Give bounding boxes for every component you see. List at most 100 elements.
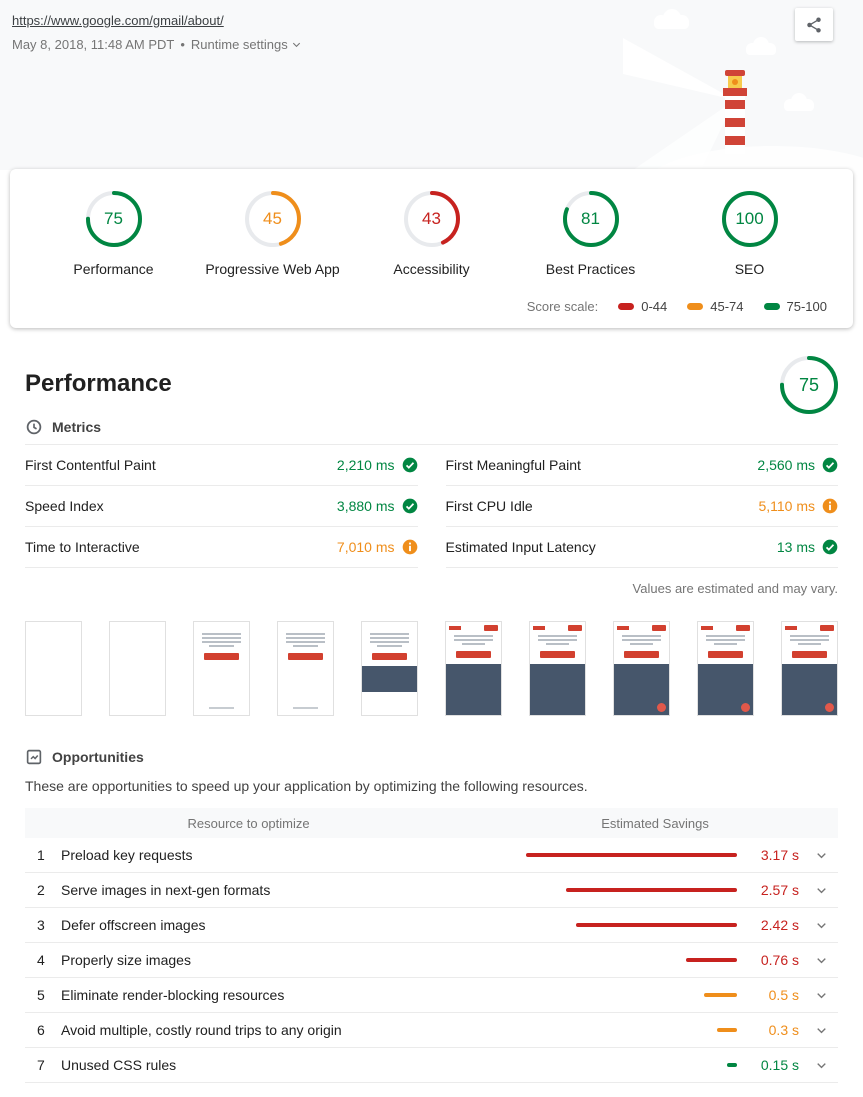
metric-value: 2,210 ms <box>337 457 418 473</box>
score-label: Accessibility <box>393 261 470 277</box>
opportunity-row-properly-size-images[interactable]: 4 Properly size images 0.76 s <box>25 943 838 978</box>
savings-bar-track <box>526 1028 737 1032</box>
savings-value: 3.17 s <box>760 847 799 863</box>
clock-icon <box>26 419 42 435</box>
opportunity-row-avoid-multiple-costly-round-trips-to-any-origin[interactable]: 6 Avoid multiple, costly round trips to … <box>25 1013 838 1048</box>
score-value: 81 <box>581 209 600 228</box>
filmstrip-frame-1 <box>25 621 82 716</box>
opportunities-description: These are opportunities to speed up your… <box>25 778 588 794</box>
metric-label: First Meaningful Paint <box>445 457 581 473</box>
metric-value: 13 ms <box>777 539 838 555</box>
chevron-down-icon[interactable] <box>815 989 828 1002</box>
column-resource: Resource to optimize <box>187 815 310 831</box>
filmstrip-frame-2 <box>109 621 166 716</box>
performance-score-value: 75 <box>798 374 820 395</box>
score-label: Progressive Web App <box>205 261 340 277</box>
score-label: SEO <box>734 261 765 277</box>
metric-label: Time to Interactive <box>25 539 140 555</box>
scale-range-75-100: 75-100 <box>763 299 827 314</box>
filmstrip-frame-9 <box>697 621 754 716</box>
opportunity-label: Unused CSS rules <box>61 1057 177 1073</box>
filmstrip-frame-4 <box>277 621 334 716</box>
gauge-arc <box>244 191 301 247</box>
chevron-down-icon[interactable] <box>815 1024 828 1037</box>
metric-row-first-meaningful-paint: First Meaningful Paint 2,560 ms <box>445 445 838 486</box>
savings-bar <box>686 958 737 962</box>
opportunity-number: 3 <box>37 917 45 933</box>
opportunity-row-unused-css-rules[interactable]: 7 Unused CSS rules 0.15 s <box>25 1048 838 1083</box>
load-filmstrip <box>25 621 838 716</box>
metrics-disclaimer: Values are estimated and may vary. <box>632 581 838 596</box>
metric-value: 3,880 ms <box>337 498 418 514</box>
savings-bar <box>526 853 737 857</box>
score-value: 100 <box>735 209 764 228</box>
scale-range-label: 75-100 <box>786 299 827 314</box>
chevron-down-icon[interactable] <box>815 849 828 862</box>
metrics-heading: Metrics <box>52 419 102 435</box>
opportunity-row-eliminate-render-blocking-resources[interactable]: 5 Eliminate render-blocking resources 0.… <box>25 978 838 1013</box>
chevron-down-icon[interactable] <box>815 1059 828 1072</box>
share-icon <box>807 17 821 32</box>
score-scale-label: Score scale: <box>526 299 599 314</box>
metric-row-estimated-input-latency: Estimated Input Latency 13 ms <box>445 527 838 568</box>
metrics-table: First Contentful Paint 2,210 ms First Mea… <box>25 444 838 568</box>
fab-dot <box>741 703 750 712</box>
savings-value: 0.3 s <box>768 1022 799 1038</box>
opportunity-number: 1 <box>37 847 45 863</box>
chevron-down-icon[interactable] <box>815 884 828 897</box>
report-timestamp: May 8, 2018, 11:48 AM PDT <box>12 37 175 52</box>
savings-bar <box>717 1028 737 1032</box>
metric-row-time-to-interactive: Time to Interactive 7,010 ms <box>25 527 418 568</box>
report-body: Performance 75 Metrics First Contentful … <box>0 356 863 1097</box>
column-savings: Estimated Savings <box>601 815 709 831</box>
chevron-down-icon[interactable] <box>815 954 828 967</box>
savings-value: 2.57 s <box>760 882 799 898</box>
cloud-icon <box>654 9 689 29</box>
filmstrip-frame-8 <box>613 621 670 716</box>
gauge-arc <box>721 191 778 247</box>
report-url-link[interactable]: https://www.google.com/gmail/about/ <box>12 13 224 28</box>
filmstrip-frame-7 <box>529 621 586 716</box>
savings-bar-track <box>526 888 737 892</box>
opportunities-table: 1 Preload key requests 3.17 s 2 Serve im… <box>25 838 838 1083</box>
opportunity-number: 6 <box>37 1022 45 1038</box>
opportunity-row-preload-key-requests[interactable]: 1 Preload key requests 3.17 s <box>25 838 838 873</box>
opportunity-number: 7 <box>37 1057 45 1073</box>
metric-value: 5,110 ms <box>758 498 838 514</box>
scale-pill <box>687 303 704 310</box>
scale-range-label: 45-74 <box>710 299 744 314</box>
cloud-icon <box>746 37 776 55</box>
savings-bar-track <box>526 958 737 962</box>
runtime-settings-toggle[interactable]: Runtime settings <box>191 37 302 52</box>
score-gauge-seo[interactable]: 100 SEO <box>670 191 829 277</box>
savings-bar <box>727 1063 737 1067</box>
savings-value: 0.5 s <box>768 987 799 1003</box>
opportunity-row-serve-images-in-next-gen-formats[interactable]: 2 Serve images in next-gen formats 2.57 … <box>25 873 838 908</box>
opportunities-heading: Opportunities <box>52 749 144 765</box>
chevron-down-icon <box>292 42 300 48</box>
gauge-arc <box>85 191 142 247</box>
opportunity-label: Serve images in next-gen formats <box>61 882 271 898</box>
opportunity-number: 4 <box>37 952 45 968</box>
score-gauge-best-practices[interactable]: 81 Best Practices <box>511 191 670 277</box>
chevron-down-icon[interactable] <box>815 919 828 932</box>
opportunity-label: Eliminate render-blocking resources <box>61 987 285 1003</box>
savings-bar-track <box>526 853 737 857</box>
opportunity-number: 5 <box>37 987 45 1003</box>
score-gauge-performance[interactable]: 75 Performance <box>34 191 193 277</box>
opportunities-icon <box>26 749 42 765</box>
score-label: Best Practices <box>545 261 636 277</box>
average-info-icon <box>822 498 838 514</box>
filmstrip-frame-10 <box>781 621 838 716</box>
score-label: Performance <box>73 261 154 277</box>
score-gauge-accessibility[interactable]: 43 Accessibility <box>352 191 511 277</box>
opportunity-label: Avoid multiple, costly round trips to an… <box>61 1022 342 1038</box>
scale-range-label: 0-44 <box>641 299 668 314</box>
score-gauge-progressive-web-app[interactable]: 45 Progressive Web App <box>193 191 352 277</box>
savings-bar <box>566 888 737 892</box>
savings-bar <box>576 923 737 927</box>
opportunity-row-defer-offscreen-images[interactable]: 3 Defer offscreen images 2.42 s <box>25 908 838 943</box>
score-gauges: 75 Performance 45 Progressive Web App 43… <box>34 191 829 277</box>
savings-bar-track <box>526 993 737 997</box>
share-button[interactable] <box>795 8 833 41</box>
